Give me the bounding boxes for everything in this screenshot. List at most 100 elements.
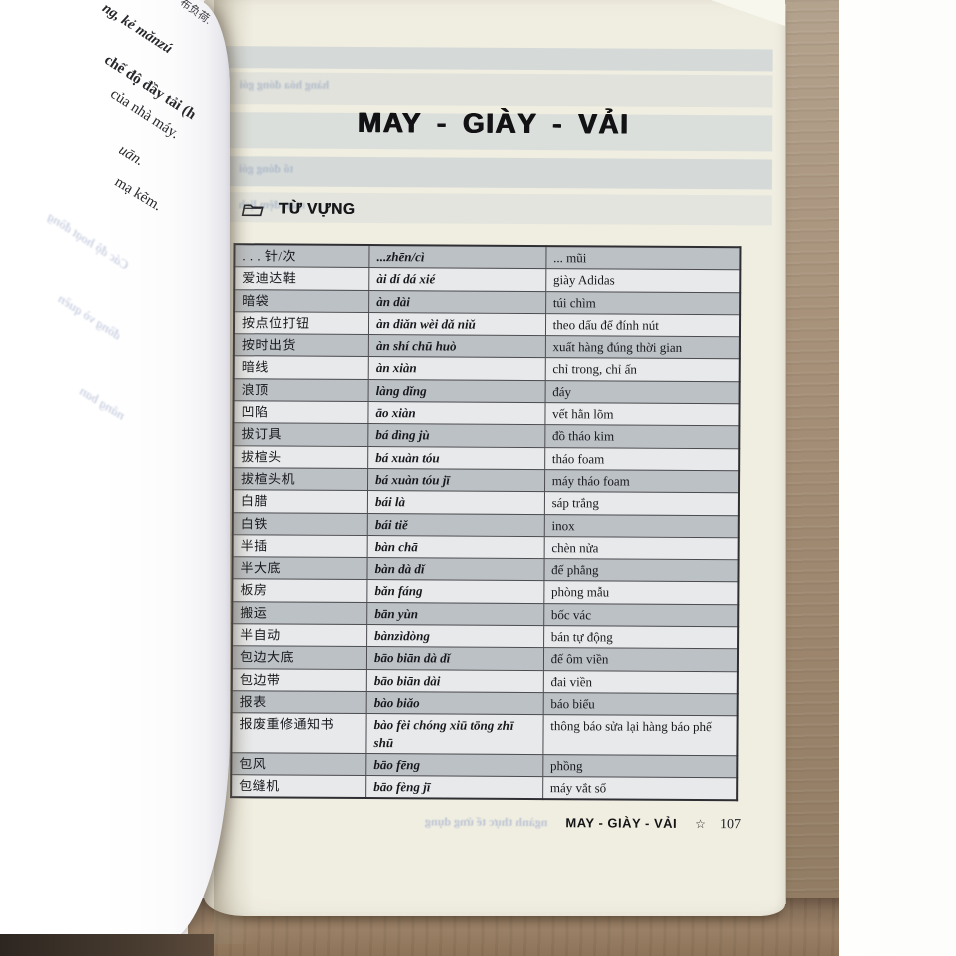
cell-zh: . . . 针/次 xyxy=(234,244,370,268)
cell-zh: 包风 xyxy=(231,752,366,776)
cell-zh: 报废重修通知书 xyxy=(231,712,367,754)
cell-vi: máy tháo foam xyxy=(544,469,740,494)
cell-zh: 暗线 xyxy=(233,356,369,380)
table-row: 爱迪达鞋 ài dí dá xié giày Adidas xyxy=(234,266,741,293)
table-row: 报废重修通知书 bào fèi chóng xiū tōng zhī shū thô… xyxy=(231,712,738,756)
cell-pinyin: bān yùn xyxy=(366,602,544,626)
cell-pinyin: làng dǐng xyxy=(368,379,545,403)
cell-pinyin: ...zhēn/cì xyxy=(368,245,546,269)
cell-zh: 拔订具 xyxy=(233,423,369,447)
left-page-text-fragment: ng, kẻ mǎnzú xyxy=(99,0,176,58)
footer-chapter-title: MAY - GIÀY - VẢI xyxy=(565,815,678,831)
table-row: 半插 bàn chā chèn nửa xyxy=(232,534,739,560)
shadow-under-book xyxy=(0,934,214,956)
table-row: 半自动 bànzìdòng bán tự động xyxy=(232,623,739,650)
cell-pinyin: bāo fèng jī xyxy=(365,775,543,800)
vocab-table: . . . 针/次 ...zhēn/cì... mũi 爱迪达鞋 ài dí dá x… xyxy=(230,243,742,802)
cell-vi: phòng mẫu xyxy=(543,581,739,605)
cell-zh: 白腊 xyxy=(232,489,368,514)
cell-pinyin: bái là xyxy=(367,490,545,515)
table-row: 暗线 àn xiàn chỉ trong, chỉ ấn xyxy=(233,356,740,382)
cell-pinyin: bá xuàn tóu xyxy=(367,446,545,470)
vocab-table-body: . . . 针/次 ...zhēn/cì... mũi 爱迪达鞋 ài dí dá x… xyxy=(231,244,741,801)
cell-zh: 包边大底 xyxy=(231,646,367,670)
footer-bleedthrough-text: ngành thực tế ứng dụng xyxy=(424,814,548,830)
cell-vi: vết hằn lõm xyxy=(544,402,740,427)
right-page: hàng hóa đóng gói tổ đóng gói màn đệm lị… xyxy=(204,0,785,916)
cell-vi: đế phẳng xyxy=(543,558,739,583)
cell-zh: 拔楦头机 xyxy=(233,467,368,491)
bleedthrough-text: tổ đóng gói xyxy=(238,163,294,176)
bleedthrough-stripe: tổ đóng gói xyxy=(212,156,773,190)
table-row: 暗袋 àn dài túi chìm xyxy=(234,289,741,315)
cell-vi: xuất hàng đúng thời gian xyxy=(545,335,740,360)
section-label: TỪ VỰNG xyxy=(278,200,356,218)
cell-zh: 暗袋 xyxy=(234,289,369,313)
left-page-text-fragment: mạ kẽm. xyxy=(111,174,165,215)
cell-vi: sáp trắng xyxy=(544,491,739,516)
cell-pinyin: àn dài xyxy=(368,290,546,314)
table-row: 白腊 bái là sáp trắng xyxy=(232,489,739,516)
cell-pinyin: àn shí chū huò xyxy=(368,334,546,359)
cell-pinyin: bàn dà dǐ xyxy=(367,557,544,582)
table-row: 按时出货 àn shí chū huò xuất hàng đúng thời gi… xyxy=(233,333,740,360)
left-page-text-fragment: uān. xyxy=(115,142,147,170)
left-page-bleedthrough-text: Các độ hoạt đồng xyxy=(44,208,132,273)
right-page-content: hàng hóa đóng gói tổ đóng gói màn đệm lị… xyxy=(198,0,785,920)
cell-pinyin: bào fèi chóng xiū tōng zhī shū xyxy=(365,713,543,755)
table-row: 半大底 bàn dà dǐ đế phẳng xyxy=(232,556,739,583)
cell-vi: thông báo sửa lại hàng báo phế xyxy=(542,714,738,756)
cell-vi: đáy xyxy=(544,380,740,404)
cell-zh: 板房 xyxy=(232,579,368,603)
left-page: ng, kẻ mǎnzú 布负荷. chế độ đầy tải (h của … xyxy=(45,0,230,944)
cell-zh: 按时出货 xyxy=(233,333,369,357)
cell-pinyin: bái tiě xyxy=(367,513,545,537)
cell-vi: đế ôm viền xyxy=(543,647,739,672)
cell-pinyin: bāo biān dà dǐ xyxy=(366,646,544,671)
cell-zh: 包边带 xyxy=(231,668,367,692)
table-row: 凹陷 āo xiàn vết hằn lõm xyxy=(233,400,740,427)
cell-pinyin: bào biǎo xyxy=(366,691,543,715)
cell-pinyin: àn diǎn wèi dǎ niǔ xyxy=(368,312,546,336)
cell-pinyin: bǎn fáng xyxy=(366,579,544,604)
cell-zh: 半大底 xyxy=(232,556,368,580)
left-page-bleedthrough-text: đồng vò quền xyxy=(55,290,124,343)
cell-pinyin: bàn chā xyxy=(367,535,544,559)
cell-zh: 报表 xyxy=(231,690,367,714)
cell-zh: 白铁 xyxy=(232,512,368,536)
table-row: 白铁 bái tiě inox xyxy=(232,512,739,538)
cell-zh: 拔楦头 xyxy=(233,445,368,469)
bleedthrough-stripe: hàng hóa đóng gói xyxy=(213,72,773,108)
table-row: 按点位打钮 àn diǎn wèi dǎ niǔ theo dấu để đính … xyxy=(233,311,741,337)
cell-pinyin: bá dìng jù xyxy=(367,423,545,448)
section-header: TỪ VỰNG xyxy=(241,200,356,219)
cell-zh: 爱迪达鞋 xyxy=(234,266,369,291)
star-icon: ☆ xyxy=(695,817,707,832)
cell-pinyin: bāo fēng xyxy=(365,753,543,777)
cell-pinyin: àn xiàn xyxy=(368,356,546,381)
cell-vi: giày Adidas xyxy=(545,268,741,293)
cell-pinyin: ài dí dá xié xyxy=(368,267,546,292)
cell-zh: 半自动 xyxy=(232,623,367,647)
wood-table-surface xyxy=(783,0,839,956)
cell-vi: phồng xyxy=(542,754,738,778)
left-page-bleedthrough-text: nắng ban xyxy=(76,382,128,423)
table-row: 搬运 bān yùn bốc vác xyxy=(232,601,739,627)
table-row: 包风 bāo fēng phồng xyxy=(231,752,738,778)
cell-vi: bán tự động xyxy=(543,625,739,650)
cell-zh: 包缝机 xyxy=(231,774,366,799)
table-row: 报表 bào biǎo báo biểu xyxy=(231,690,738,717)
cell-vi: chỉ trong, chỉ ấn xyxy=(544,358,740,382)
table-row: 包边大底 bāo biān dà dǐ đế ôm viền xyxy=(231,646,739,672)
table-row: 拔楦头机 bá xuàn tóu jī máy tháo foam xyxy=(233,467,740,494)
cell-vi: chèn nửa xyxy=(543,536,739,560)
table-row: 拔楦头 bá xuàn tóu tháo foam xyxy=(233,445,740,471)
table-row: 板房 bǎn fáng phòng mẫu xyxy=(232,579,739,605)
cell-vi: túi chìm xyxy=(545,291,741,315)
table-row: 包缝机 bāo fèng jī máy vắt sổ xyxy=(231,774,738,801)
cell-vi: máy vắt sổ xyxy=(542,776,738,801)
cell-pinyin: bànzìdòng xyxy=(366,624,544,648)
cell-zh: 半插 xyxy=(232,534,368,558)
cell-zh: 浪顶 xyxy=(233,378,369,402)
